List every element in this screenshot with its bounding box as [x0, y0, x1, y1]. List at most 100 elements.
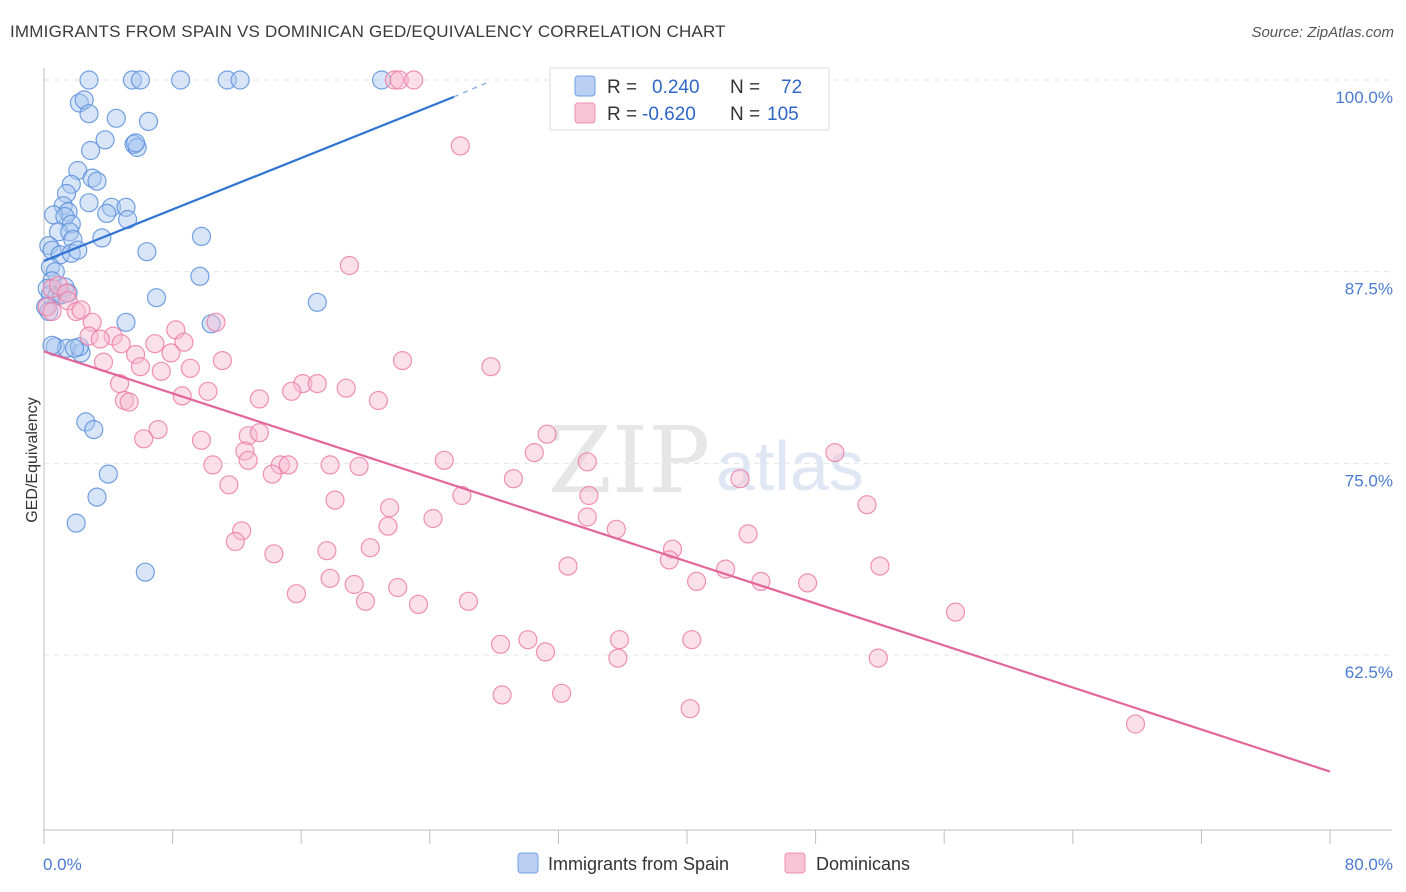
scatter-point — [138, 111, 159, 132]
scatter-point — [384, 70, 404, 90]
legend-r-label: R = — [607, 77, 637, 98]
scatter-point — [203, 455, 223, 475]
scatter-point — [380, 498, 400, 518]
scatter-point — [79, 70, 99, 90]
legend-n-label: N = — [730, 104, 760, 125]
scatter-point — [870, 556, 890, 576]
scatter-point — [450, 136, 470, 156]
trend-layer — [43, 82, 1331, 773]
scatter-point — [79, 193, 99, 213]
scatter-point — [503, 469, 524, 489]
legend-r-value: 0.240 — [652, 77, 700, 98]
scatter-point — [558, 556, 578, 576]
scatter-point — [130, 357, 150, 377]
watermark-atlas: atlas — [716, 427, 864, 505]
y-tick-label: 87.5% — [1345, 280, 1393, 299]
scatter-point — [161, 343, 181, 363]
scatter-point — [286, 584, 306, 604]
scatter-point — [738, 524, 758, 544]
series-dominicans — [37, 70, 1146, 734]
scatter-point — [135, 562, 155, 582]
series-spain — [35, 70, 392, 582]
scatter-point — [87, 171, 107, 191]
scatter-point — [230, 70, 250, 90]
x-tick-label-min: 0.0% — [43, 855, 82, 874]
stats-legend: R = 0.240 N = 72 R = -0.620 N = 105 — [549, 67, 830, 131]
grid — [44, 79, 1392, 656]
scatter-point — [1125, 714, 1146, 734]
scatter-point — [857, 495, 877, 515]
scatter-point — [262, 464, 282, 484]
scatter-point — [868, 648, 888, 668]
scatter-point — [452, 485, 472, 506]
trend-line-dominicans — [43, 350, 1331, 773]
scatter-point — [278, 455, 298, 475]
scatter-point — [490, 634, 511, 654]
legend-n-label: N = — [730, 77, 760, 98]
bottom-legend-label-spain: Immigrants from Spain — [548, 854, 729, 874]
trend-line-spain-extension — [453, 82, 487, 98]
scatter-point — [60, 222, 80, 242]
scatter-point — [134, 429, 154, 449]
scatter-point — [79, 104, 99, 124]
scatter-point — [126, 133, 146, 153]
scatter-point — [79, 326, 99, 346]
scatter-point — [146, 288, 167, 308]
scatter-point — [191, 226, 212, 246]
scatter-point — [320, 568, 340, 588]
scatter-point — [42, 301, 62, 322]
y-tick-label: 100.0% — [1335, 88, 1393, 107]
scatter-point — [130, 70, 150, 90]
scatter-point — [537, 424, 557, 444]
trend-line-spain — [43, 95, 455, 262]
scatter-point — [126, 344, 146, 365]
scatter-point — [212, 351, 232, 371]
legend-n-value: 105 — [767, 104, 799, 125]
scatter-point — [66, 513, 86, 533]
y-tick-label: 62.5% — [1345, 663, 1393, 682]
scatter-point — [48, 275, 69, 296]
chart-title: IMMIGRANTS FROM SPAIN VS DOMINICAN GED/E… — [10, 22, 726, 41]
bottom-legend-swatch-spain — [517, 852, 539, 874]
scatter-point — [797, 573, 818, 593]
scatter-point — [249, 423, 269, 443]
scatter-point — [238, 426, 258, 446]
scatter-point — [148, 420, 168, 440]
scatter-point — [106, 108, 126, 128]
legend-r-value: -0.620 — [642, 104, 696, 125]
scatter-point — [174, 332, 194, 352]
scatter-point — [392, 351, 413, 371]
scatter-point — [825, 443, 845, 463]
scatter-point — [190, 266, 210, 286]
legend-swatch-spain — [574, 75, 596, 97]
scatter-point — [282, 381, 302, 401]
scatter-point — [95, 130, 115, 150]
axes — [43, 68, 1392, 844]
series-layer — [35, 70, 1146, 734]
watermark-zip: ZIP — [548, 407, 710, 514]
scatter-point — [577, 507, 597, 527]
scatter-point — [307, 374, 327, 394]
chart-source: Source: ZipAtlas.com — [1251, 24, 1394, 41]
scatter-point — [219, 475, 239, 495]
scatter-point — [307, 292, 327, 312]
scatter-point — [137, 242, 157, 262]
scatter-point — [119, 392, 139, 412]
scatter-point — [232, 521, 252, 541]
x-tick-label-max: 80.0% — [1345, 855, 1393, 874]
scatter-point — [180, 358, 200, 378]
scatter-point — [317, 541, 337, 561]
scatter-point — [122, 70, 142, 90]
scatter-point — [481, 357, 501, 377]
scatter-point — [349, 456, 369, 476]
scatter-point — [56, 283, 77, 303]
bottom-legend-label-dominicans: Dominicans — [816, 854, 910, 874]
scatter-point — [111, 334, 131, 354]
scatter-point — [98, 464, 118, 484]
scatter-point — [577, 452, 597, 472]
y-axis-label: GED/Equivalency — [24, 397, 41, 522]
y-tick-labels: 62.5% 75.0% 87.5% 100.0% — [1335, 88, 1393, 682]
scatter-point — [116, 197, 136, 217]
scatter-point — [61, 174, 81, 194]
